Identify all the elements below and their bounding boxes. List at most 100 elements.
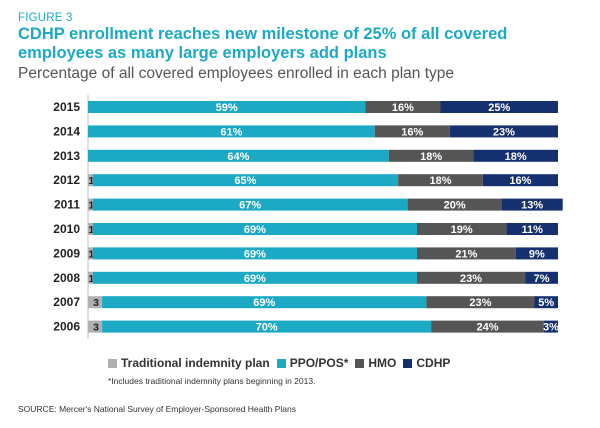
y-tick-label: 2006 bbox=[53, 320, 80, 334]
legend-swatch-ppo-pos bbox=[276, 358, 286, 368]
data-label-ppo-pos: 69% bbox=[244, 224, 266, 236]
data-label-cdhp: 5% bbox=[538, 297, 554, 309]
legend-item-traditional-indemnity: Traditional indemnity plan bbox=[108, 356, 270, 370]
data-label-cdhp: 9% bbox=[529, 248, 545, 260]
bar-segment-ppo-pos bbox=[92, 174, 399, 187]
legend-swatch-hmo bbox=[355, 358, 365, 368]
bar-segment-hmo bbox=[374, 125, 450, 138]
y-tick-label: 2008 bbox=[53, 271, 80, 285]
data-label-ppo-pos: 61% bbox=[220, 126, 242, 138]
source-note: SOURCE: Mercer's National Survey of Empl… bbox=[18, 404, 296, 414]
bar-segment-cdhp bbox=[506, 223, 558, 235]
data-label-cdhp: 13% bbox=[521, 200, 543, 212]
chart-legend: Traditional indemnity plan PPO/POS* HMO … bbox=[108, 356, 457, 370]
legend-item-ppo-pos: PPO/POS* bbox=[276, 356, 349, 370]
bar-segment-hmo bbox=[417, 271, 526, 284]
data-label-ppo-pos: 65% bbox=[234, 175, 256, 187]
legend-swatch-traditional-indemnity bbox=[108, 358, 117, 368]
data-label-hmo: 18% bbox=[420, 151, 442, 163]
data-label-traditional-indemnity: 1 bbox=[88, 175, 94, 187]
legend-item-hmo: HMO bbox=[355, 356, 396, 370]
bar-segment-traditional-indemnity bbox=[88, 247, 93, 260]
data-label-ppo-pos: 64% bbox=[227, 151, 249, 163]
bar-segment-ppo-pos bbox=[102, 296, 427, 309]
bar-segment-traditional-indemnity bbox=[88, 296, 103, 309]
chart-title: CDHP enrollment reaches new milestone of… bbox=[18, 25, 508, 62]
bar-segment-traditional-indemnity bbox=[88, 271, 93, 284]
legend-label-traditional-indemnity: Traditional indemnity plan bbox=[121, 356, 270, 370]
y-tick-label: 2014 bbox=[53, 124, 80, 138]
bar-segment-cdhp bbox=[515, 247, 558, 260]
data-label-hmo: 20% bbox=[444, 200, 466, 212]
legend-label-hmo: HMO bbox=[368, 356, 397, 370]
data-label-traditional-indemnity: 1 bbox=[88, 273, 94, 285]
bar-segment-hmo bbox=[388, 149, 474, 162]
data-label-traditional-indemnity: 3 bbox=[93, 322, 99, 334]
bar-segment-cdhp bbox=[501, 198, 563, 211]
bar-segment-cdhp bbox=[449, 125, 558, 138]
bar-segment-traditional-indemnity bbox=[88, 320, 103, 333]
bar-segment-hmo bbox=[431, 320, 544, 333]
data-label-ppo-pos: 59% bbox=[216, 102, 238, 114]
data-label-cdhp: 16% bbox=[509, 175, 531, 187]
bar-segment-ppo-pos bbox=[102, 320, 432, 333]
y-tick-label: 2010 bbox=[53, 222, 80, 236]
bar-segment-traditional-indemnity bbox=[88, 198, 93, 211]
bar-segment-ppo-pos bbox=[92, 198, 408, 211]
data-label-traditional-indemnity: 1 bbox=[88, 248, 94, 260]
bar-segment-ppo-pos bbox=[88, 125, 375, 138]
bar-segment-traditional-indemnity bbox=[88, 174, 93, 187]
data-label-ppo-pos: 67% bbox=[239, 200, 261, 212]
data-label-ppo-pos: 69% bbox=[244, 273, 266, 285]
data-label-ppo-pos: 69% bbox=[244, 248, 266, 260]
y-tick-label: 2007 bbox=[53, 295, 80, 309]
data-label-traditional-indemnity: 1 bbox=[88, 224, 94, 236]
legend-label-cdhp: CDHP bbox=[416, 356, 451, 370]
data-label-hmo: 24% bbox=[476, 322, 498, 334]
y-tick-label: 2012 bbox=[53, 173, 80, 187]
bar-segment-cdhp bbox=[482, 174, 558, 187]
data-label-hmo: 23% bbox=[460, 273, 482, 285]
data-label-hmo: 19% bbox=[451, 224, 473, 236]
y-tick-label: 2011 bbox=[54, 198, 80, 212]
data-label-ppo-pos: 70% bbox=[256, 322, 278, 334]
bar-segment-ppo-pos bbox=[92, 223, 417, 235]
data-label-cdhp: 7% bbox=[534, 273, 550, 285]
y-tick-label: 2015 bbox=[53, 100, 80, 114]
legend-item-cdhp: CDHP bbox=[403, 356, 450, 370]
y-tick-label: 2013 bbox=[53, 149, 80, 163]
data-label-cdhp: 18% bbox=[505, 151, 527, 163]
chart-subtitle: Percentage of all covered employees enro… bbox=[18, 65, 454, 82]
legend-label-ppo-pos: PPO/POS* bbox=[289, 356, 349, 370]
bar-segment-ppo-pos bbox=[88, 101, 366, 113]
bar-segment-ppo-pos bbox=[92, 247, 417, 260]
data-label-cdhp: 23% bbox=[493, 126, 515, 138]
bar-segment-traditional-indemnity bbox=[88, 223, 93, 235]
data-label-ppo-pos: 69% bbox=[253, 297, 275, 309]
data-label-hmo: 23% bbox=[469, 297, 491, 309]
data-label-hmo: 21% bbox=[455, 248, 477, 260]
bar-segment-hmo bbox=[426, 296, 535, 309]
bar-segment-hmo bbox=[365, 101, 441, 113]
data-label-cdhp: 3% bbox=[543, 322, 559, 334]
bar-segment-cdhp bbox=[440, 101, 558, 113]
bar-segment-hmo bbox=[398, 174, 483, 187]
bar-segment-cdhp bbox=[473, 149, 558, 162]
data-label-cdhp: 11% bbox=[521, 224, 543, 236]
data-label-traditional-indemnity: 1 bbox=[88, 200, 94, 212]
data-label-hmo: 16% bbox=[401, 126, 423, 138]
y-tick-label: 2009 bbox=[53, 246, 80, 260]
bar-segment-cdhp bbox=[525, 271, 558, 284]
footnote: *Includes traditional indemnity plans be… bbox=[108, 376, 316, 386]
bar-segment-ppo-pos bbox=[92, 271, 417, 284]
bar-segment-cdhp bbox=[534, 296, 558, 309]
bar-segment-cdhp bbox=[543, 320, 558, 333]
bar-segment-hmo bbox=[417, 247, 516, 260]
bar-segment-hmo bbox=[417, 223, 507, 235]
data-label-hmo: 16% bbox=[392, 102, 414, 114]
bar-segment-ppo-pos bbox=[88, 149, 389, 162]
legend-swatch-cdhp bbox=[403, 358, 413, 368]
data-label-hmo: 18% bbox=[429, 175, 451, 187]
data-label-traditional-indemnity: 3 bbox=[93, 297, 99, 309]
